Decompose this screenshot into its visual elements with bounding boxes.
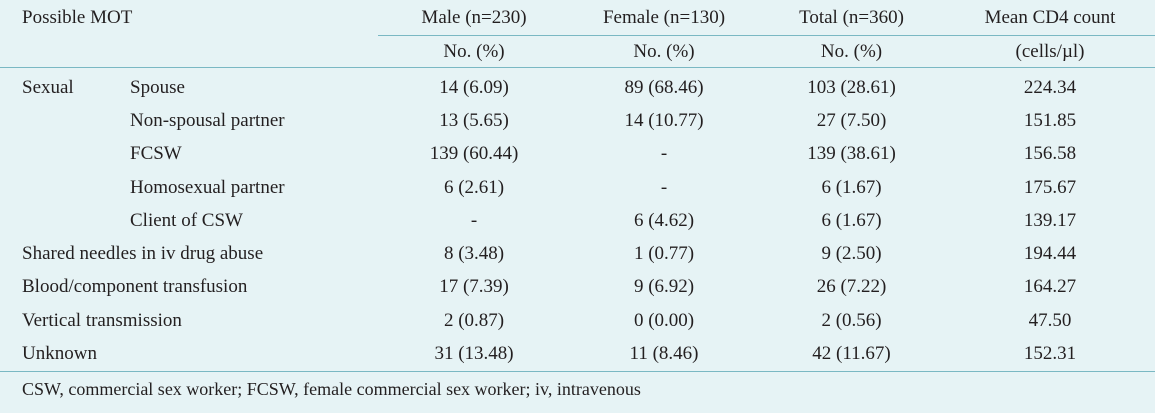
cell-male: 2 (0.87) [443,309,505,331]
subheader-row: No. (%) No. (%) No. (%) (cells/µl) [0,35,1155,68]
row-label: Blood/component transfusion [22,276,248,298]
subheader-total: No. (%) [758,35,946,68]
cell-female: - [660,176,668,198]
cell-female: 0 (0.00) [633,309,695,331]
cell-total: 2 (0.56) [821,309,882,331]
table-row: Blood/component transfusion 17 (7.39) 9 … [0,271,1155,304]
row-label: FCSW [130,143,182,165]
table-row: Non-spousal partner 13 (5.65) 14 (10.77)… [0,104,1155,137]
row-category: Sexual [22,76,74,98]
cell-male: 139 (60.44) [429,143,519,165]
footnote-row: CSW, commercial sex worker; FCSW, female… [0,370,1155,408]
cell-male: 17 (7.39) [439,276,509,298]
table-row: Vertical transmission 2 (0.87) 0 (0.00) … [0,304,1155,337]
header-cd4: Mean CD4 count [984,6,1116,28]
cell-total: 42 (11.67) [812,343,891,365]
cell-cd4: 164.27 [1023,276,1077,298]
cell-cd4: 139.17 [1023,209,1077,231]
table-footnote: CSW, commercial sex worker; FCSW, female… [0,370,1155,408]
table-row: Shared needles in iv drug abuse 8 (3.48)… [0,237,1155,270]
row-label: Shared needles in iv drug abuse [22,243,264,265]
cell-total: 6 (1.67) [821,209,882,231]
cell-male: 8 (3.48) [443,243,505,265]
header-total: Total (n=360) [799,6,904,28]
cell-female: 14 (10.77) [624,109,704,131]
cell-cd4: 175.67 [1023,176,1077,198]
cell-female: - [660,143,668,165]
cell-total: 103 (28.61) [807,76,896,98]
row-label: Homosexual partner [130,176,285,198]
row-label: Non-spousal partner [130,109,285,131]
cell-cd4: 152.31 [1023,343,1077,365]
subheader-female: No. (%) [570,35,759,68]
row-label: Client of CSW [130,209,243,231]
cell-cd4: 47.50 [1028,309,1072,331]
cell-female: 89 (68.46) [624,76,704,98]
header-male: Male (n=230) [421,6,527,28]
cell-male: - [470,209,478,231]
row-label: Spouse [130,76,185,98]
table-row: Homosexual partner 6 (2.61) - 6 (1.67) 1… [0,171,1155,204]
cell-cd4: 151.85 [1023,109,1077,131]
cell-female: 9 (6.92) [633,276,695,298]
row-label: Vertical transmission [22,309,182,331]
subheader-cd4: (cells/µl) [945,35,1155,68]
cell-female: 11 (8.46) [629,343,699,365]
header-mot: Possible MOT [22,6,133,28]
cell-cd4: 224.34 [1023,76,1077,98]
table-row: FCSW 139 (60.44) - 139 (38.61) 156.58 [0,138,1155,171]
cell-male: 13 (5.65) [439,109,509,131]
header-female: Female (n=130) [602,6,726,28]
cell-total: 26 (7.22) [816,276,887,298]
cell-total: 27 (7.50) [816,109,887,131]
cell-female: 1 (0.77) [633,243,695,265]
table-row: Unknown 31 (13.48) 11 (8.46) 42 (11.67) … [0,337,1155,371]
header-row: Possible MOT Male (n=230) Female (n=130)… [0,0,1155,36]
cell-male: 31 (13.48) [434,343,514,365]
cell-cd4: 194.44 [1023,243,1077,265]
cell-cd4: 156.58 [1023,143,1077,165]
cell-total: 9 (2.50) [821,243,882,265]
row-label: Unknown [22,343,97,365]
cell-male: 6 (2.61) [443,176,505,198]
cell-female: 6 (4.62) [633,209,695,231]
table-row: Sexual Spouse 14 (6.09) 89 (68.46) 103 (… [0,68,1155,105]
table-row: Client of CSW - 6 (4.62) 6 (1.67) 139.17 [0,204,1155,237]
subheader-male: No. (%) [378,35,571,68]
cell-male: 14 (6.09) [439,76,509,98]
cell-total: 139 (38.61) [807,143,896,165]
cell-total: 6 (1.67) [821,176,882,198]
